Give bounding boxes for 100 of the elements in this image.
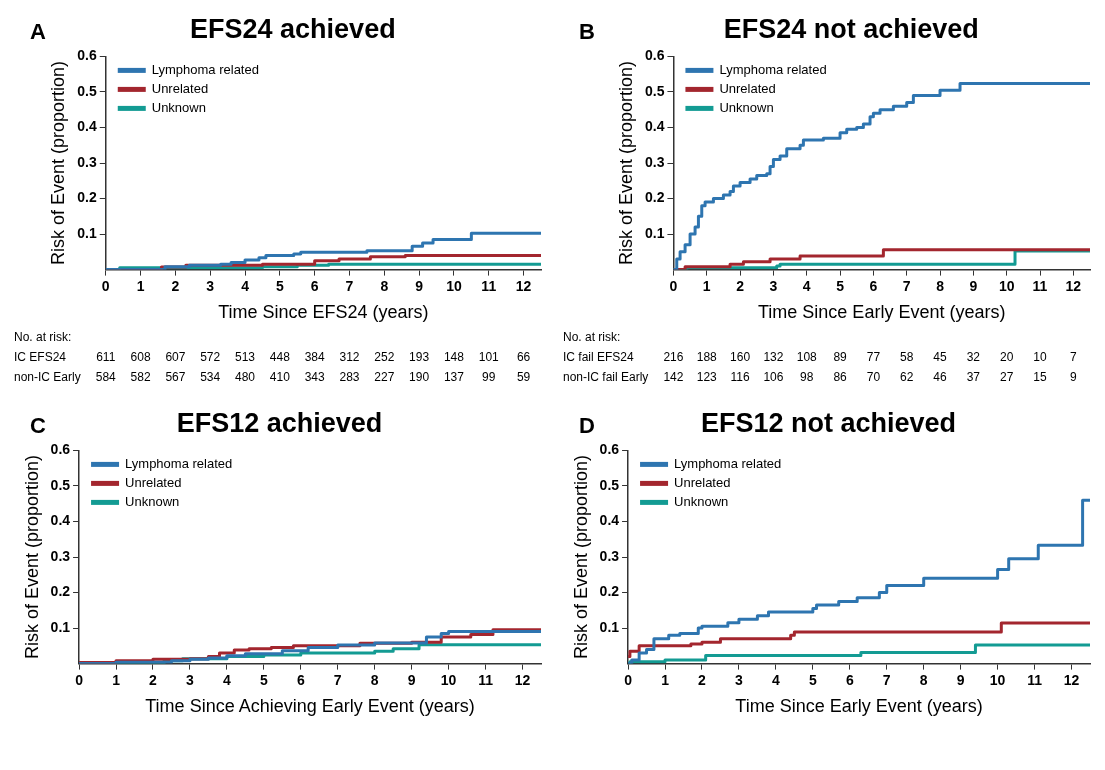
y-tick-label: 0.5 xyxy=(644,82,665,99)
x-tick-label: 8 xyxy=(380,277,389,294)
legend-label: Lymphoma related xyxy=(719,61,827,77)
x-tick-label: 0 xyxy=(75,671,84,688)
legend-label: Unrelated xyxy=(151,80,209,96)
y-axis-title: Risk of Event (proportion) xyxy=(570,454,591,660)
text: IC fail EFS24 216 188 160 132 108 89 77 58 45 32 20 10 7 xyxy=(563,350,1077,365)
x-tick-label: 11 xyxy=(478,671,494,688)
legend-label: Unknown xyxy=(719,99,774,115)
x-tick-label: 2 xyxy=(171,277,180,294)
y-tick-label: 0.2 xyxy=(50,583,71,600)
x-tick-label: 0 xyxy=(669,277,678,294)
x-tick-label: 6 xyxy=(310,277,319,294)
y-tick-label: 0.3 xyxy=(644,153,665,170)
y-tick-label: 0.6 xyxy=(644,47,665,64)
y-tick-label: 0.6 xyxy=(599,441,620,458)
text: non-IC Early 584 582 567 534 480 410 343 283 227 190 137 99 59 xyxy=(14,370,531,385)
y-axis-title: Risk of Event (proportion) xyxy=(21,454,42,660)
text: A xyxy=(30,19,46,45)
y-tick-label: 0.3 xyxy=(77,153,97,170)
x-tick-label: 0 xyxy=(624,671,633,688)
x-tick-label: 10 xyxy=(989,671,1006,688)
y-tick-label: 0.2 xyxy=(599,583,620,600)
x-tick-label: 0 xyxy=(101,277,110,294)
x-tick-label: 9 xyxy=(956,671,965,688)
x-tick-label: 1 xyxy=(661,671,670,688)
x-tick-label: 9 xyxy=(969,277,978,294)
text: IC EFS24 611 608 607 572 513 448 384 312 252 193 148 101 66 xyxy=(14,350,531,365)
x-tick-label: 1 xyxy=(112,671,121,688)
x-tick-label: 7 xyxy=(333,671,342,688)
x-tick-label: 5 xyxy=(259,671,268,688)
y-tick-label: 0.2 xyxy=(77,189,97,206)
x-tick-label: 4 xyxy=(222,671,231,688)
chart-title: EFS24 achieved xyxy=(190,13,396,44)
legend-label: Unrelated xyxy=(674,474,731,490)
y-tick-label: 0.4 xyxy=(599,512,620,529)
text: No. at risk: xyxy=(14,330,72,345)
x-tick-label: 11 xyxy=(1027,671,1043,688)
x-tick-label: 1 xyxy=(702,277,711,294)
legend-label: Unrelated xyxy=(719,80,776,96)
legend-label: Lymphoma related xyxy=(125,455,233,471)
x-axis-title: Time Since Early Event (years) xyxy=(735,696,983,717)
legend-label: Unknown xyxy=(674,493,729,509)
x-tick-label: 8 xyxy=(370,671,379,688)
y-axis-title: Risk of Event (proportion) xyxy=(48,60,69,266)
legend-label: Unknown xyxy=(151,99,206,115)
x-tick-label: 12 xyxy=(514,671,531,688)
text: D xyxy=(579,413,595,439)
y-tick-label: 0.6 xyxy=(77,47,97,64)
x-tick-label: 3 xyxy=(769,277,778,294)
y-tick-label: 0.2 xyxy=(644,189,665,206)
y-axis-title: Risk of Event (proportion) xyxy=(616,60,637,266)
x-tick-label: 4 xyxy=(802,277,811,294)
x-tick-label: 2 xyxy=(149,671,158,688)
x-tick-label: 3 xyxy=(206,277,215,294)
y-tick-label: 0.5 xyxy=(50,476,71,493)
x-tick-label: 6 xyxy=(296,671,305,688)
x-tick-label: 10 xyxy=(446,277,462,294)
x-axis-title: Time Since EFS24 (years) xyxy=(218,302,429,323)
text: No. at risk: xyxy=(563,330,621,345)
chart-title: EFS12 achieved xyxy=(176,407,383,438)
y-tick-label: 0.4 xyxy=(644,118,665,135)
y-tick-label: 0.1 xyxy=(77,224,97,241)
text: B xyxy=(579,19,595,45)
y-tick-label: 0.4 xyxy=(50,512,71,529)
x-tick-label: 9 xyxy=(407,671,416,688)
x-tick-label: 12 xyxy=(515,277,532,294)
x-tick-label: 10 xyxy=(998,277,1015,294)
legend-label: Lymphoma related xyxy=(151,61,259,77)
x-tick-label: 7 xyxy=(345,277,354,294)
x-tick-label: 3 xyxy=(186,671,195,688)
legend-label: Lymphoma related xyxy=(674,455,782,471)
x-tick-label: 3 xyxy=(735,671,744,688)
x-tick-label: 11 xyxy=(481,277,497,294)
x-axis-title: Time Since Achieving Early Event (years) xyxy=(145,696,475,717)
x-tick-label: 7 xyxy=(902,277,911,294)
x-tick-label: 8 xyxy=(919,671,928,688)
y-tick-label: 0.1 xyxy=(599,618,620,635)
x-tick-label: 11 xyxy=(1032,277,1048,294)
x-tick-label: 6 xyxy=(869,277,878,294)
x-tick-label: 12 xyxy=(1065,277,1082,294)
x-tick-label: 1 xyxy=(136,277,145,294)
x-tick-label: 4 xyxy=(771,671,780,688)
text: non-IC fail Early 142 123 116 106 98 86 70 62 46 37 27 15 9 xyxy=(563,370,1077,385)
x-tick-label: 10 xyxy=(440,671,457,688)
y-tick-label: 0.5 xyxy=(599,476,620,493)
x-tick-label: 5 xyxy=(836,277,845,294)
legend-label: Unknown xyxy=(125,493,180,509)
x-tick-label: 4 xyxy=(241,277,250,294)
y-tick-label: 0.5 xyxy=(77,82,97,99)
x-tick-label: 6 xyxy=(845,671,854,688)
x-tick-label: 7 xyxy=(882,671,891,688)
y-tick-label: 0.4 xyxy=(77,118,97,135)
x-tick-label: 2 xyxy=(736,277,745,294)
x-tick-label: 12 xyxy=(1063,671,1080,688)
y-tick-label: 0.6 xyxy=(50,441,71,458)
x-tick-label: 5 xyxy=(808,671,817,688)
y-tick-label: 0.3 xyxy=(599,547,620,564)
x-tick-label: 2 xyxy=(698,671,707,688)
y-tick-label: 0.1 xyxy=(50,618,71,635)
